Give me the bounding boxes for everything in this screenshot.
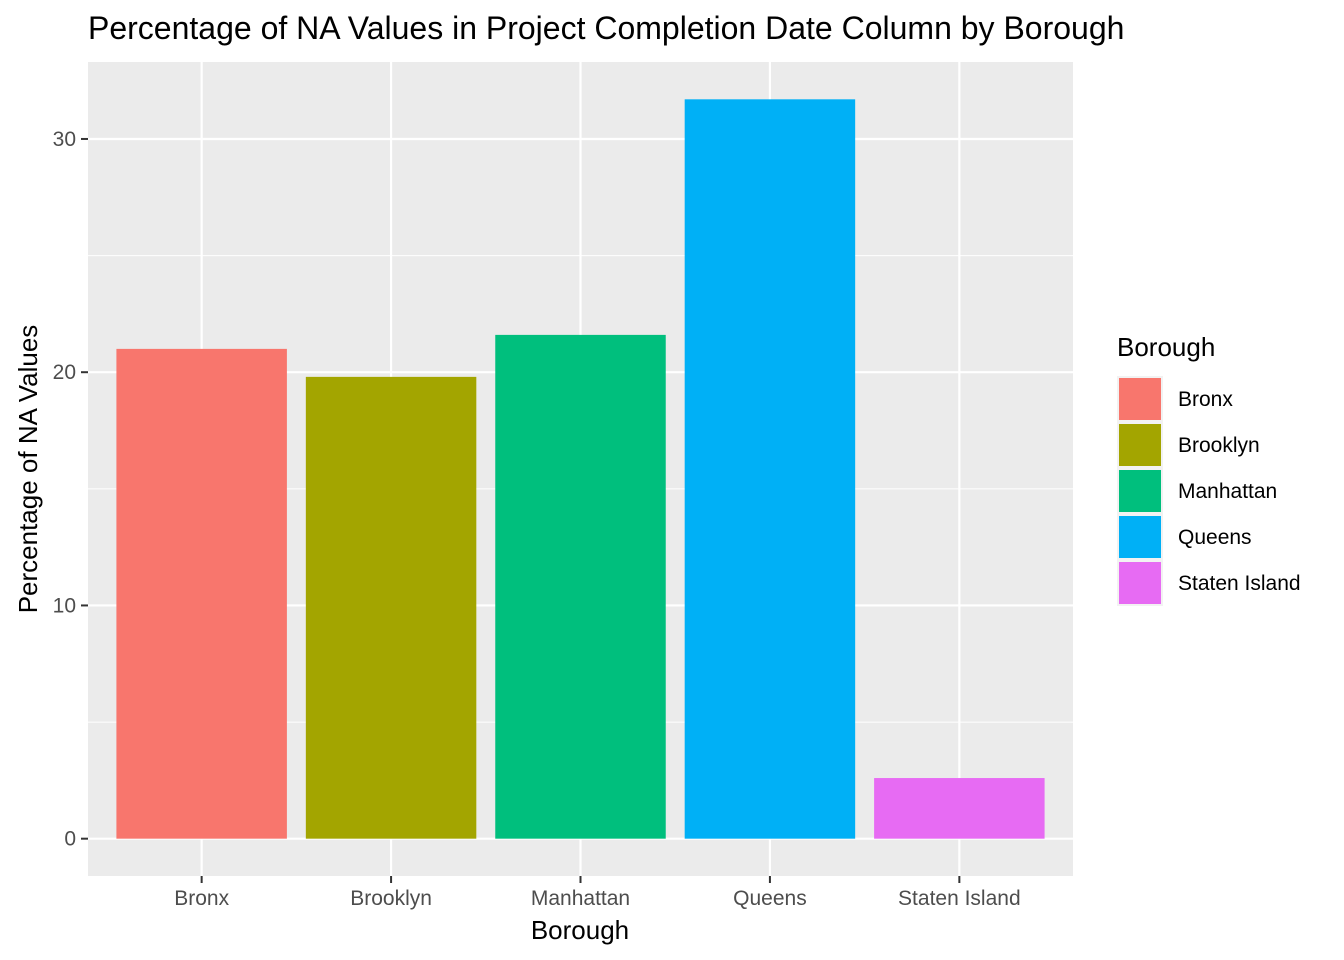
x-axis-title: Borough: [531, 915, 629, 945]
bar-manhattan: [495, 334, 666, 839]
x-tick-label: Brooklyn: [350, 887, 432, 910]
y-tick-label: 0: [64, 828, 76, 851]
legend-label: Manhattan: [1178, 480, 1277, 503]
bar-bronx: [116, 348, 287, 839]
x-tick-label: Queens: [733, 887, 807, 910]
bar-queens: [684, 99, 856, 839]
y-axis-title: Percentage of NA Values: [13, 325, 43, 614]
x-tick-label: Staten Island: [898, 887, 1021, 910]
legend-title: Borough: [1117, 332, 1215, 362]
x-tick-label: Manhattan: [531, 887, 630, 910]
y-axis: 0 10 20 30: [53, 128, 88, 851]
legend-swatch: [1119, 516, 1161, 558]
legend-label: Queens: [1178, 526, 1252, 549]
legend-label: Bronx: [1178, 388, 1233, 411]
y-tick-label: 30: [53, 128, 76, 151]
legend-swatch: [1119, 378, 1161, 420]
legend-swatch: [1119, 424, 1161, 466]
legend-swatch: [1119, 470, 1161, 512]
bars: [116, 99, 1045, 839]
x-axis: Bronx Brooklyn Manhattan Queens Staten Islan…: [174, 876, 1021, 910]
y-tick-label: 10: [53, 594, 76, 617]
bar-brooklyn: [305, 376, 477, 839]
legend-items: Bronx Brooklyn Manhattan Queens Staten Islan…: [1117, 376, 1301, 606]
legend: Borough Bronx Brooklyn Manhattan Queens Stat…: [1117, 332, 1301, 606]
x-tick-label: Bronx: [174, 887, 229, 910]
y-tick-label: 20: [53, 361, 76, 384]
legend-label: Staten Island: [1178, 572, 1301, 595]
legend-swatch: [1119, 562, 1161, 604]
chart-title: Percentage of NA Values in Project Compl…: [88, 10, 1124, 46]
legend-label: Brooklyn: [1178, 434, 1260, 457]
bar-staten-island: [874, 778, 1045, 839]
